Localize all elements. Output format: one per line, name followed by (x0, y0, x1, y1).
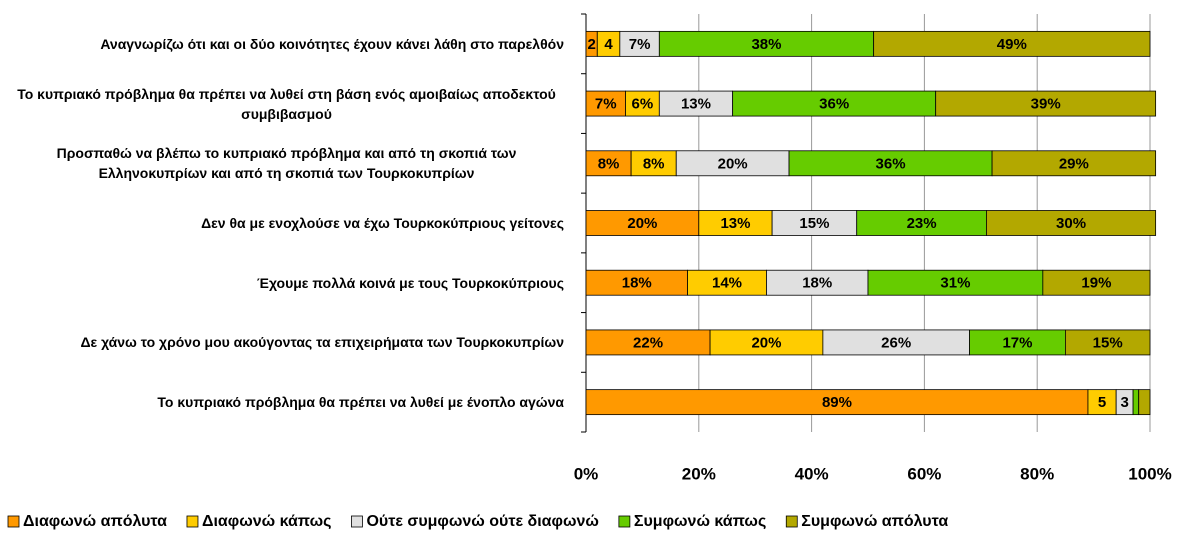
legend-swatch (785, 515, 798, 528)
bar-segment (867, 269, 1044, 296)
data-label: 22% (633, 334, 663, 351)
data-label: 5 (1098, 394, 1106, 411)
x-tick-label: 20% (682, 464, 716, 483)
data-label: 15% (799, 215, 829, 232)
data-label: 15% (1093, 334, 1123, 351)
data-label: 39% (1031, 96, 1061, 113)
category-label: Δεν θα με ενοχλούσε να έχω Τουρκοκύπριου… (201, 198, 564, 248)
data-label: 26% (881, 334, 911, 351)
bar-segment (991, 150, 1157, 177)
data-label: 18% (802, 275, 832, 292)
bar-segment (1087, 389, 1117, 416)
data-label: 49% (997, 36, 1027, 53)
data-label: 31% (940, 275, 970, 292)
x-tick-label: 100% (1128, 464, 1171, 483)
data-label: 20% (718, 155, 748, 172)
bar-segment (585, 90, 626, 117)
data-label: 14% (712, 275, 742, 292)
legend-swatch (351, 515, 363, 528)
category-text: Το κυπριακό πρόβλημα θα πρέπει να λυθεί … (157, 394, 564, 411)
data-label: 3 (1120, 394, 1128, 411)
bar-segment (788, 150, 993, 177)
data-label: 6% (632, 96, 654, 113)
bar-segment (935, 90, 1157, 117)
legend-swatch (7, 515, 20, 528)
legend-label: Συμφωνώ κάπως (634, 513, 766, 530)
bar-segment (585, 150, 632, 177)
category-label: Το κυπριακό πρόβλημα θα πρέπει να λυθεί … (157, 377, 564, 427)
bar-segment (619, 30, 660, 57)
legend-swatch (186, 515, 199, 528)
data-label: 30% (1056, 215, 1086, 232)
data-label: 89% (822, 394, 852, 411)
category-label: Προσπαθώ να βλέπω το κυπριακό πρόβλημα κ… (9, 138, 564, 188)
data-label: 20% (751, 334, 781, 351)
bar-segment (709, 329, 824, 356)
bar-segment (822, 329, 970, 356)
bar-segment (585, 389, 1089, 416)
bar-segment (675, 150, 790, 177)
category-label: Αναγνωρίζω ότι και οι δύο κοινότητες έχο… (100, 19, 564, 69)
x-tick-label: 40% (795, 464, 829, 483)
bar-segment (873, 30, 1151, 57)
data-label: 4 (604, 36, 613, 53)
bar-segment (698, 210, 773, 236)
data-label: 18% (622, 275, 652, 292)
bar-segment (1065, 329, 1151, 356)
data-label: 19% (1081, 275, 1111, 292)
bar-segment (658, 90, 734, 117)
category-label: Το κυπριακό πρόβλημα θα πρέπει να λυθεί … (9, 79, 564, 129)
category-text: Έχουμε πολλά κοινά με τους Τουρκοκύπριου… (257, 274, 564, 291)
data-label: 29% (1059, 155, 1089, 172)
category-text: Δεν θα με ενοχλούσε να έχω Τουρκοκύπριου… (201, 215, 564, 231)
data-label: 13% (720, 215, 750, 232)
data-label: 36% (819, 96, 849, 113)
data-label: 8% (643, 155, 665, 172)
bar-segment (856, 210, 987, 236)
category-label: Δε χάνω το χρόνο μου ακούγοντας τα επιχε… (80, 317, 564, 367)
x-tick-label: 80% (1020, 464, 1054, 483)
bar-segment (1132, 389, 1140, 416)
bar-segment (630, 150, 677, 177)
bar-segment (969, 329, 1066, 356)
bar-segment (625, 90, 660, 117)
data-label: 17% (1002, 334, 1032, 351)
data-label: 8% (598, 155, 620, 172)
bar-segment (986, 210, 1157, 236)
legend-label: Συμφωνώ απόλυτα (801, 513, 948, 530)
data-label: 13% (681, 96, 711, 113)
bar-segment (766, 269, 869, 296)
legend-label: Διαφωνώ απόλυτα (23, 513, 167, 530)
legend-label: Ούτε συμφωνώ ούτε διαφωνώ (366, 513, 598, 530)
data-label: 2 (587, 36, 595, 53)
category-text: Αναγνωρίζω ότι και οι δύο κοινότητες έχο… (100, 35, 564, 52)
bar-segment (1138, 389, 1151, 416)
legend-swatch (618, 515, 631, 528)
category-text: Προσπαθώ να βλέπω το κυπριακό πρόβλημα κ… (56, 145, 517, 182)
data-label: 23% (907, 215, 937, 232)
category-text: Δε χάνω το χρόνο μου ακούγοντας τα επιχε… (80, 334, 564, 351)
bar-segment (1042, 269, 1151, 296)
data-label: 20% (627, 215, 657, 232)
data-label: 38% (751, 36, 781, 53)
x-tick-label: 0% (574, 464, 599, 483)
category-text: Το κυπριακό πρόβλημα θα πρέπει να λυθεί … (17, 85, 556, 122)
data-label: 7% (629, 36, 651, 53)
data-label: 36% (876, 155, 906, 172)
bar-segment (687, 269, 767, 296)
category-label: Έχουμε πολλά κοινά με τους Τουρκοκύπριου… (257, 258, 564, 308)
x-tick-label: 60% (907, 464, 941, 483)
data-label: 7% (595, 96, 617, 113)
bar-segment (771, 210, 858, 236)
legend-label: Διαφωνώ κάπως (202, 513, 331, 530)
